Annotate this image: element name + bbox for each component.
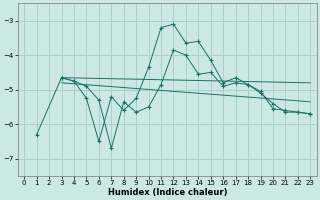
X-axis label: Humidex (Indice chaleur): Humidex (Indice chaleur) bbox=[108, 188, 227, 197]
